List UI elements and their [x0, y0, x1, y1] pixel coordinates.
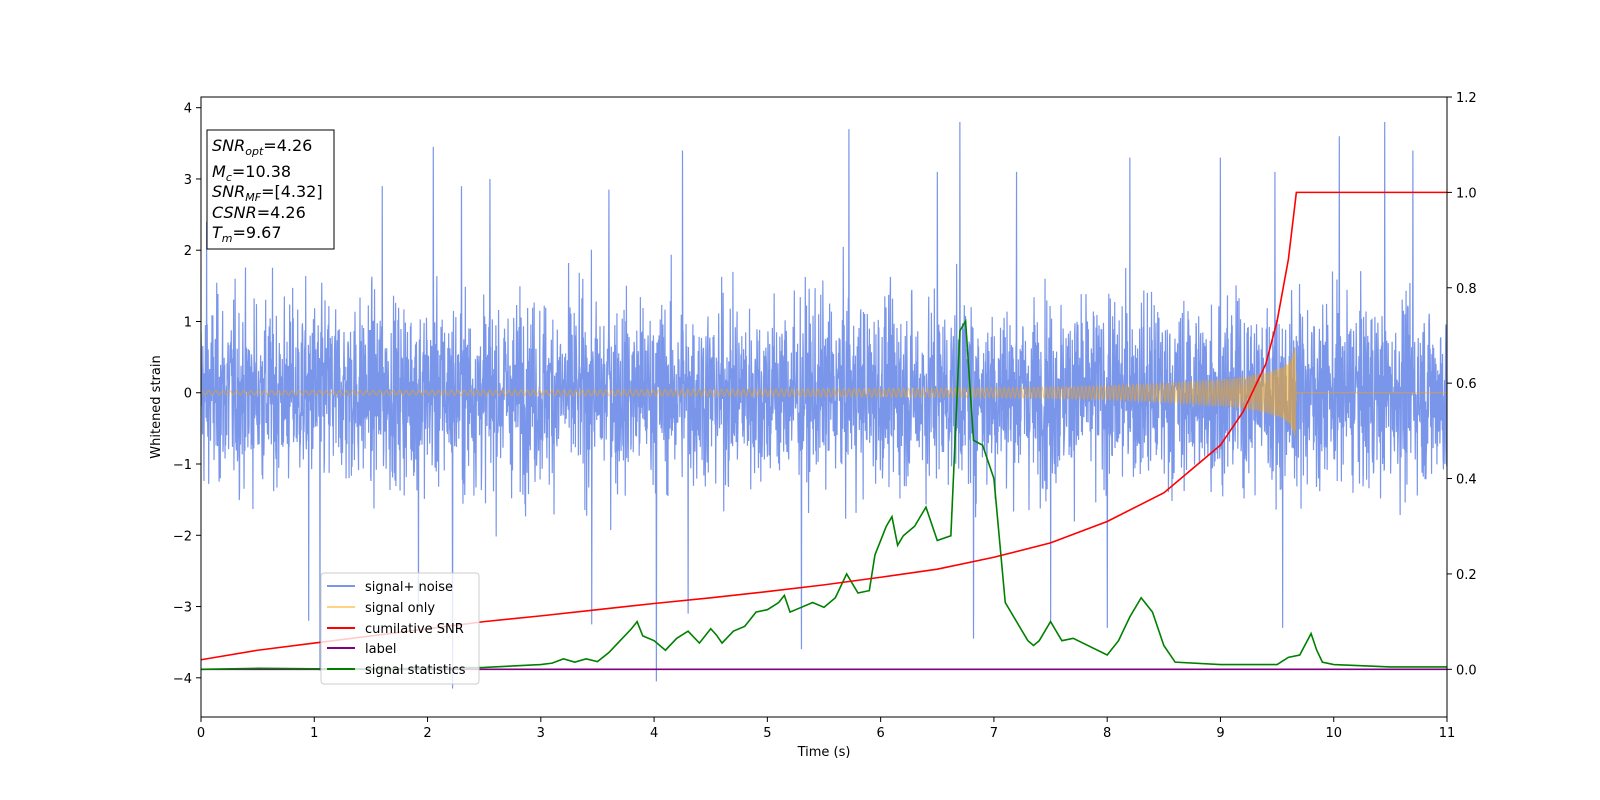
x-tick-label: 4 — [650, 726, 658, 741]
y-right-tick-label: 0.6 — [1456, 377, 1477, 392]
x-tick-label: 0 — [197, 726, 205, 741]
info-annotation-line: CSNR=4.26 — [212, 203, 306, 222]
y-right-tick-label: 1.2 — [1456, 91, 1477, 106]
y-left-tick-label: 2 — [184, 244, 192, 259]
info-annotation-line: Tm=9.67 — [212, 223, 282, 245]
x-tick-label: 10 — [1325, 726, 1342, 741]
y-left-tick-label: −2 — [173, 529, 192, 544]
y-axis-right: 0.0 0.2 0.4 0.6 0.8 1.0 1.2 — [1447, 91, 1477, 678]
x-tick-label: 7 — [990, 726, 998, 741]
x-tick-label: 5 — [763, 726, 771, 741]
y-left-tick-label: −3 — [173, 601, 192, 616]
series-signal-only-line — [201, 347, 1447, 437]
y-right-tick-label: 0.4 — [1456, 473, 1477, 488]
x-tick-label: 6 — [876, 726, 884, 741]
y-axis-label: Whitened strain — [149, 355, 164, 458]
y-left-tick-label: 0 — [184, 387, 192, 402]
legend-entry-label: cumilative SNR — [365, 622, 464, 637]
x-tick-label: 9 — [1216, 726, 1224, 741]
legend-entry-label: signal statistics — [365, 663, 466, 678]
info-annotation-box: SNRopt=4.26 Mc=10.38SNRMF=[4.32]CSNR=4.26… — [206, 129, 335, 250]
plot-frame — [200, 96, 1448, 718]
y-axis-left: −4 −3 −2 −1 0 1 2 3 4 — [173, 102, 201, 687]
x-tick-label: 8 — [1103, 726, 1111, 741]
x-axis: 0 1 2 3 4 5 6 7 8 9 10 11 — [197, 717, 1455, 741]
x-tick-label: 11 — [1439, 726, 1456, 741]
y-left-tick-label: 3 — [184, 173, 192, 188]
y-right-tick-label: 0.2 — [1456, 568, 1477, 583]
x-tick-label: 1 — [310, 726, 318, 741]
x-tick-label: 2 — [423, 726, 431, 741]
y-left-tick-label: 4 — [184, 102, 192, 117]
y-left-tick-label: −1 — [173, 458, 192, 473]
legend-entry-label: signal+ noise — [365, 580, 453, 595]
legend-entry-label: signal only — [365, 601, 435, 616]
x-tick-label: 3 — [537, 726, 545, 741]
y-left-tick-label: 1 — [184, 315, 192, 330]
y-right-tick-label: 0.0 — [1456, 663, 1477, 678]
info-annotation-line: SNRMF=[4.32] — [212, 182, 323, 204]
info-annotation-line: Mc=10.38 — [212, 162, 291, 184]
y-left-tick-label: −4 — [173, 672, 192, 687]
info-annotation-line: SNRopt=4.26 — [212, 136, 312, 158]
y-right-tick-label: 1.0 — [1456, 186, 1477, 201]
series-signal-statistics-line — [201, 318, 1447, 671]
x-axis-label: Time (s) — [797, 745, 851, 760]
legend-entry-label: label — [365, 642, 396, 657]
y-right-tick-label: 0.8 — [1456, 282, 1477, 297]
legend: signal+ noise signal only cumilative SNR la… — [320, 572, 480, 685]
